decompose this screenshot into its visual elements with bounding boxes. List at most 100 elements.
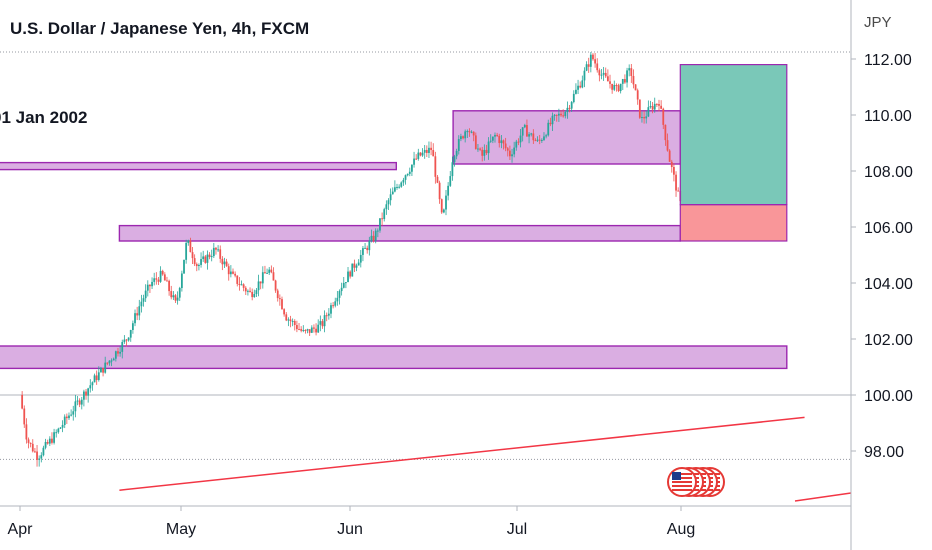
candle-body-285 bbox=[628, 68, 631, 71]
candle-body-234 bbox=[519, 135, 522, 143]
candle-body-65 bbox=[159, 270, 162, 282]
candle-body-194 bbox=[434, 156, 437, 177]
candle-body-95 bbox=[223, 261, 226, 265]
candle-body-253 bbox=[560, 113, 562, 116]
candle-body-31 bbox=[87, 388, 90, 396]
time-axis: Apr May Jun Jul Aug bbox=[8, 506, 695, 538]
candle-body-209 bbox=[466, 131, 469, 133]
candle-body-45 bbox=[117, 351, 119, 354]
candle-body-299 bbox=[658, 104, 660, 106]
candle-body-216 bbox=[481, 149, 484, 156]
candle-body-59 bbox=[146, 284, 149, 291]
candle-body-304 bbox=[668, 150, 671, 162]
candle-body-197 bbox=[440, 199, 443, 213]
candle-body-118 bbox=[272, 272, 275, 281]
candle-body-77 bbox=[185, 242, 188, 260]
candle-body-252 bbox=[557, 113, 560, 116]
candle-body-295 bbox=[649, 106, 652, 108]
candle-body-288 bbox=[634, 84, 637, 91]
candle-body-240 bbox=[532, 133, 535, 141]
candle-body-126 bbox=[289, 319, 292, 322]
candle-body-57 bbox=[142, 298, 145, 302]
candle-body-298 bbox=[655, 103, 658, 105]
candle-body-174 bbox=[391, 191, 394, 195]
candle-body-75 bbox=[180, 273, 183, 288]
candle-body-7 bbox=[36, 451, 38, 460]
axis-unit-label: JPY bbox=[864, 14, 892, 31]
candle-body-54 bbox=[136, 313, 139, 316]
candle-body-141 bbox=[321, 321, 324, 327]
candle-body-47 bbox=[121, 342, 124, 352]
candle-body-263 bbox=[581, 80, 584, 88]
candle-body-102 bbox=[238, 283, 241, 285]
candle-body-180 bbox=[404, 175, 407, 180]
axes bbox=[0, 0, 852, 550]
candle-body-128 bbox=[293, 320, 296, 326]
candle-body-221 bbox=[491, 136, 494, 141]
candle-body-86 bbox=[204, 256, 207, 263]
candle-body-42 bbox=[110, 360, 113, 362]
candle-body-38 bbox=[102, 368, 104, 373]
candle-body-74 bbox=[178, 287, 181, 298]
candle-body-136 bbox=[310, 327, 313, 333]
candle-body-245 bbox=[543, 136, 545, 141]
candle-body-11 bbox=[44, 441, 47, 448]
candle-body-286 bbox=[630, 68, 633, 76]
candle-body-35 bbox=[95, 375, 98, 381]
candle-body-179 bbox=[402, 179, 405, 183]
candle-body-183 bbox=[411, 164, 413, 172]
candle-body-12 bbox=[46, 441, 49, 444]
candle-body-205 bbox=[457, 139, 460, 151]
candle-body-153 bbox=[347, 271, 349, 283]
us-flag-icon-4 bbox=[667, 467, 697, 497]
candle-body-110 bbox=[255, 290, 258, 295]
candle-body-115 bbox=[266, 272, 268, 274]
horizontal-lines bbox=[0, 51, 851, 460]
candle-body-257 bbox=[568, 107, 571, 109]
candle-body-229 bbox=[509, 150, 511, 157]
candle-body-190 bbox=[425, 149, 428, 153]
candle-body-187 bbox=[419, 152, 422, 156]
trendline-layer bbox=[119, 416, 852, 502]
candle-body-195 bbox=[436, 176, 439, 183]
candle-body-91 bbox=[215, 247, 217, 250]
candle-body-64 bbox=[157, 279, 160, 282]
candle-body-63 bbox=[155, 278, 158, 280]
candle-body-121 bbox=[278, 298, 281, 300]
candle-body-204 bbox=[455, 150, 458, 157]
candle-body-242 bbox=[536, 139, 539, 141]
candle-body-193 bbox=[432, 150, 435, 157]
candle-body-108 bbox=[251, 291, 254, 298]
candle-body-224 bbox=[498, 135, 501, 144]
candle-body-26 bbox=[76, 400, 79, 402]
candle-body-124 bbox=[285, 314, 288, 321]
zone-2 bbox=[118, 224, 682, 242]
candle-body-14 bbox=[51, 438, 53, 443]
candle-body-284 bbox=[626, 70, 628, 83]
candle-body-73 bbox=[176, 297, 179, 301]
candle-body-237 bbox=[526, 125, 528, 137]
candle-body-123 bbox=[283, 309, 286, 315]
candle-body-116 bbox=[268, 269, 271, 273]
candle-body-191 bbox=[428, 147, 430, 153]
candle-body-6 bbox=[34, 451, 36, 453]
candle-body-69 bbox=[168, 280, 170, 292]
candle-body-177 bbox=[398, 186, 401, 188]
candle-body-32 bbox=[89, 385, 92, 389]
candle-body-273 bbox=[602, 72, 605, 75]
xtick-label-0: Apr bbox=[8, 521, 34, 538]
candle-body-243 bbox=[538, 139, 541, 141]
candle-body-211 bbox=[470, 131, 473, 133]
loss-zone bbox=[679, 204, 788, 242]
candle-body-220 bbox=[489, 140, 492, 142]
candle-body-60 bbox=[149, 284, 151, 287]
candle-body-280 bbox=[617, 85, 620, 92]
candle-body-196 bbox=[438, 182, 441, 200]
candle-body-5 bbox=[31, 443, 34, 452]
candle-body-15 bbox=[53, 432, 55, 443]
candle-body-131 bbox=[300, 329, 303, 331]
candle-body-225 bbox=[500, 140, 503, 144]
candle-body-164 bbox=[370, 235, 373, 241]
candle-body-165 bbox=[372, 235, 375, 241]
